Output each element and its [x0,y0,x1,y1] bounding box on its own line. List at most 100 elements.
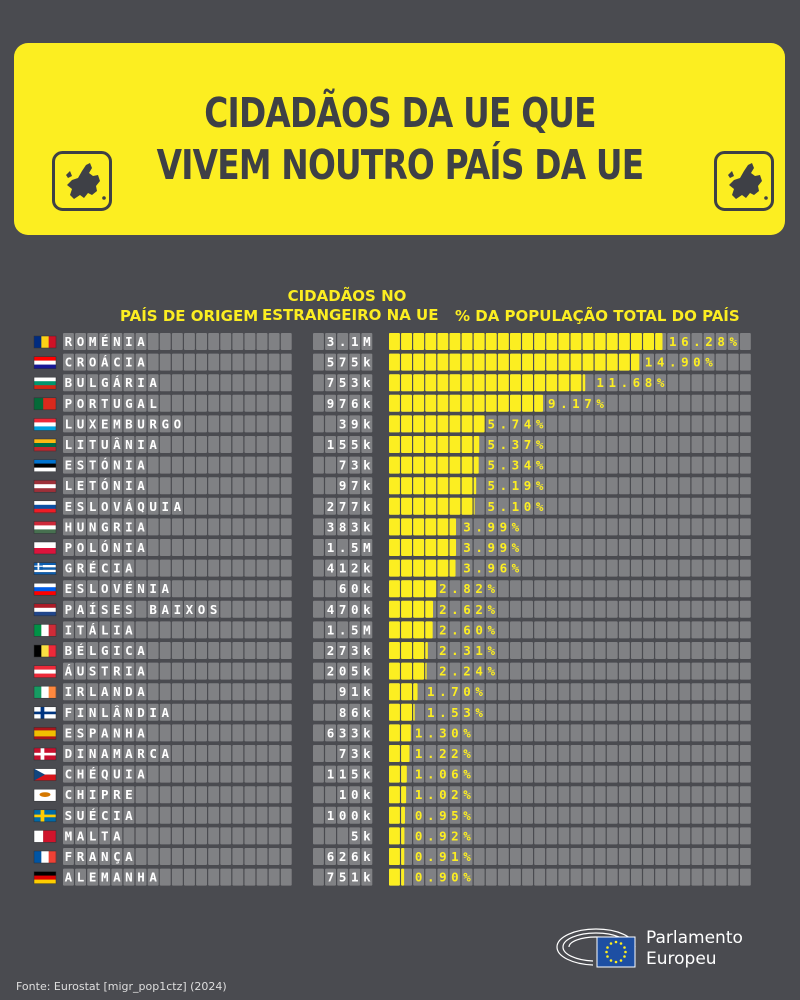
country-letter: M [89,334,97,349]
value-label-char: 0 [451,870,459,885]
value-label-char: 2 [451,746,459,761]
citizens-value-char: k [363,396,371,411]
country-letter: G [65,561,73,576]
country-letter: H [125,725,133,740]
country-letter: A [137,458,145,473]
country-letter: S [125,602,133,617]
value-label-char: 3 [463,519,471,534]
citizens-value-char: 6 [351,705,359,720]
value-label-char: % [596,396,604,411]
value-label-char: . [451,622,459,637]
bar [389,662,427,680]
value-label-char: . [427,725,435,740]
value-label-char: 9 [500,540,508,555]
country-letter: C [65,787,73,802]
country-letter: R [137,746,145,761]
value-label-char: 3 [463,540,471,555]
country-letter: M [113,746,121,761]
country-letter: X [186,602,194,617]
value-label-char: % [512,540,520,555]
country-letter: A [77,828,85,843]
data-label: 5. 1 0% [487,499,543,514]
citizens-value-char: k [363,643,371,658]
citizens-value-char: 1 [351,334,359,349]
country-letter: Á [125,499,133,514]
table-row: E S T Ó N I A 7 3 k 5. 3 4% [63,456,751,474]
country-letter: C [113,355,121,370]
page-title: CIDADÃOS DA UE QUE VIVEM NOUTRO PAÍS DA … [80,87,720,191]
data-label: 5. 3 4% [487,458,543,473]
country-letter: N [125,437,133,452]
value-label-char: 1 [645,355,653,370]
citizens-value-char: 6 [327,849,335,864]
country-letter: A [125,849,133,864]
country-letter: A [137,334,145,349]
country-letter: R [77,849,85,864]
country-letter: E [65,581,73,596]
table-row: F I N L Â N D I A 8 6 k 1. 5 3% [63,703,751,721]
flag-icon-gr [33,562,57,575]
country-letter: S [77,581,85,596]
logo-line-2: Europeu [646,949,717,969]
flag-icon-ee [33,459,57,472]
country-letter: M [65,828,73,843]
table-row: A L E M A N H A 7 5 1 k 0. 9 0% [63,868,751,886]
country-letter: A [137,767,145,782]
flag-icon-cz [33,768,57,781]
data-label: 1. 2 2% [415,746,471,761]
value-label-char: 2 [451,787,459,802]
country-letter: H [77,767,85,782]
value-label-char: 2 [705,334,713,349]
country-letter: T [89,437,97,452]
value-label-char: 3 [512,437,520,452]
bar [389,724,411,742]
citizens-value-char: k [363,355,371,370]
citizens-value-char: 9 [339,478,347,493]
country-letter: I [65,684,73,699]
value-label-char: . [439,684,447,699]
citizens-value-char: k [363,808,371,823]
country-letter: T [77,622,85,637]
country-letter: O [198,602,206,617]
value-label-char: 9 [487,519,495,534]
citizens-value-char: 5 [351,355,359,370]
citizens-value-char: k [363,602,371,617]
citizens-value-char: 9 [339,684,347,699]
table-row: C H I P R E 1 0 k 1. 0 2% [63,786,751,804]
country-letter: U [77,519,85,534]
citizens-value-char: 6 [327,725,335,740]
citizens-value-char: 3 [351,746,359,761]
flag-icon-lv [33,479,57,493]
country-letter: R [77,684,85,699]
data-label: 9. 1 7% [548,396,604,411]
citizens-value-char: M [363,540,371,555]
value-label-char: 2 [475,581,483,596]
data-label: 2. 8 2% [439,581,495,596]
country-letter: C [65,355,73,370]
flag-icon-de [33,871,57,884]
citizens-value-char: 1 [339,767,347,782]
value-label-char: 1 [669,334,677,349]
country-letter: U [149,499,157,514]
citizens-value-char: 3 [327,519,335,534]
data-label: 1 4. 9 0% [645,355,714,370]
table-row: M A L T A 5 k 0. 9 2% [63,827,751,845]
country-letter: I [77,746,85,761]
citizens-value-char: k [363,519,371,534]
flag-icon-bg [33,376,57,390]
value-label-char: 9 [487,561,495,576]
citizens-value-char: k [363,787,371,802]
value-label-char: . [669,355,677,370]
country-letter: Â [113,705,121,720]
value-label-char: 1 [596,375,604,390]
value-label-char: 2 [439,746,447,761]
country-letter: S [65,808,73,823]
data-label: 2. 6 2% [439,602,495,617]
value-label-char: % [705,355,713,370]
country-letter: X [89,416,97,431]
citizens-value-char: 7 [339,746,347,761]
value-label-char: 5 [487,499,495,514]
value-label-char: % [512,519,520,534]
value-label-char: 6 [681,334,689,349]
value-label-char: % [463,767,471,782]
